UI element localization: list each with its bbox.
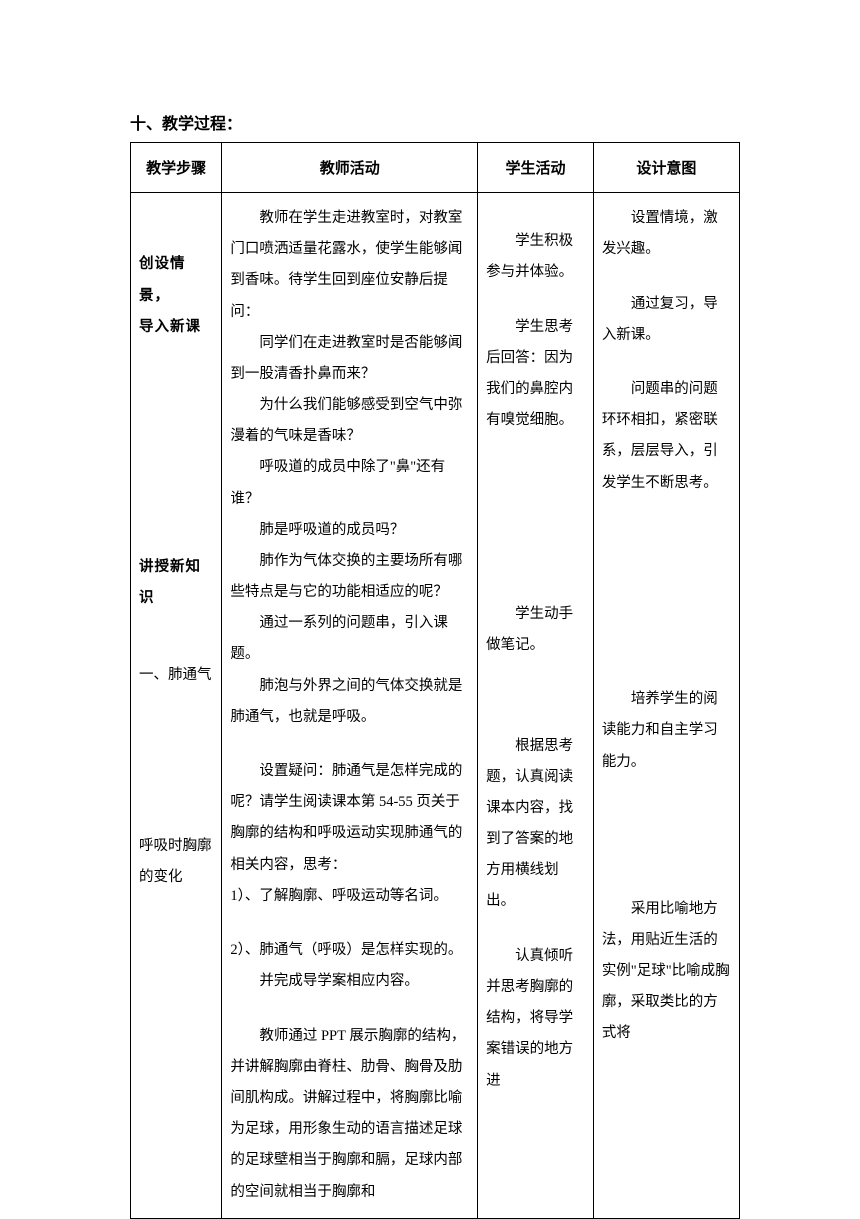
teacher-p9: 设置疑问：肺通气是怎样完成的呢？请学生阅读课本第 54-55 页关于胸廓的结构和…: [230, 756, 469, 881]
teacher-p4: 呼吸道的成员中除了"鼻"还有谁？: [230, 452, 469, 514]
header-teacher: 教师活动: [222, 143, 478, 193]
teacher-p6: 肺作为气体交换的主要场所有哪些特点是与它的功能相适应的呢？: [230, 546, 469, 608]
step-teach-new: 讲授新知识: [139, 552, 213, 614]
cell-steps: 创设情景， 导入新课 讲授新知识 一、肺通气: [131, 193, 222, 1219]
step-create-scene-2: 导入新课: [139, 312, 213, 343]
student-p4: 根据思考题，认真阅读课本内容，找到了答案的地方用横线划出。: [486, 731, 585, 918]
student-p1: 学生积极参与并体验。: [486, 226, 585, 288]
teacher-p12: 并完成导学案相应内容。: [230, 966, 469, 997]
teacher-p7: 通过一系列的问题串，引入课题。: [230, 608, 469, 670]
step-thorax-change-1: 呼吸时胸廓: [139, 831, 213, 862]
student-p2: 学生思考后回答：因为我们的鼻腔内有嗅觉细胞。: [486, 312, 585, 437]
cell-intent: 设置情境，激发兴趣。 通过复习，导入新课。 问题串的问题环环相扣，紧密联系，层层…: [593, 193, 739, 1219]
cell-teacher: 教师在学生走进教室时，对教室门口喷洒适量花露水，使学生能够闻到香味。待学生回到座…: [222, 193, 478, 1219]
intent-p4: 培养学生的阅读能力和自主学习能力。: [602, 684, 731, 778]
teacher-p2: 同学们在走进教室时是否能够闻到一股清香扑鼻而来？: [230, 328, 469, 390]
step-thorax-change-2: 的变化: [139, 862, 213, 893]
teacher-p11: 2）、肺通气（呼吸）是怎样实现的。: [230, 935, 469, 966]
teacher-p5: 肺是呼吸道的成员吗？: [230, 515, 469, 546]
header-student: 学生活动: [478, 143, 594, 193]
teacher-p8: 肺泡与外界之间的气体交换就是肺通气，也就是呼吸。: [230, 671, 469, 733]
student-p3: 学生动手做笔记。: [486, 599, 585, 661]
intent-p5: 采用比喻地方法，用贴近生活的实例"足球"比喻成胸廓，采取类比的方式将: [602, 894, 731, 1050]
teacher-p10: 1）、了解胸廓、呼吸运动等名词。: [230, 881, 469, 912]
table-header-row: 教学步骤 教师活动 学生活动 设计意图: [131, 143, 740, 193]
step-lung-vent: 一、肺通气: [139, 660, 213, 691]
header-step: 教学步骤: [131, 143, 222, 193]
student-p5: 认真倾听并思考胸廓的结构，将导学案错误的地方进: [486, 941, 585, 1097]
teacher-p13: 教师通过 PPT 展示胸廓的结构，并讲解胸廓由脊柱、肋骨、胸骨及肋间肌构成。讲解…: [230, 1021, 469, 1208]
step-create-scene-1: 创设情景，: [139, 249, 213, 311]
cell-student: 学生积极参与并体验。 学生思考后回答：因为我们的鼻腔内有嗅觉细胞。 学生动手做笔…: [478, 193, 594, 1219]
teaching-process-table: 教学步骤 教师活动 学生活动 设计意图 创设情景， 导入新课 讲授新知识: [130, 142, 740, 1219]
intent-p1: 设置情境，激发兴趣。: [602, 203, 731, 265]
intent-p3: 问题串的问题环环相扣，紧密联系，层层导入，引发学生不断思考。: [602, 374, 731, 499]
header-intent: 设计意图: [593, 143, 739, 193]
teacher-p3: 为什么我们能够感受到空气中弥漫着的气味是香味？: [230, 390, 469, 452]
section-heading: 十、教学过程：: [130, 110, 740, 134]
table-body-row: 创设情景， 导入新课 讲授新知识 一、肺通气: [131, 193, 740, 1219]
intent-p2: 通过复习，导入新课。: [602, 289, 731, 351]
teacher-p1: 教师在学生走进教室时，对教室门口喷洒适量花露水，使学生能够闻到香味。待学生回到座…: [230, 203, 469, 328]
